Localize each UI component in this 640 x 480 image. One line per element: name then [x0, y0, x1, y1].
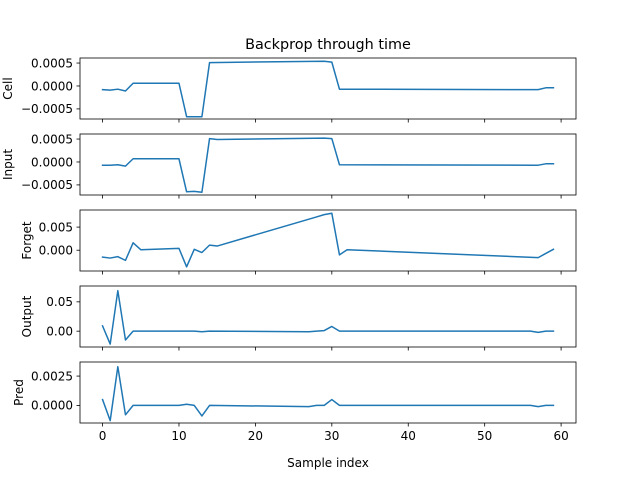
- y-tick-label: 0.0005: [31, 132, 73, 146]
- panel-input: −0.0005 0.0000 0.0005 Input: [1, 132, 577, 199]
- chart-title: Backprop through time: [245, 37, 411, 53]
- x-axis-label: Sample index: [287, 456, 369, 470]
- axes-frame: [79, 133, 577, 196]
- y-tick-label: 0.005: [39, 220, 73, 234]
- y-tick-label: 0.05: [46, 295, 73, 309]
- panels: −0.00050.00000.0005Cell−0.00050.00000.00…: [1, 56, 577, 443]
- y-tick-label: 0.0000: [31, 79, 73, 93]
- y-tick-label: −0.0005: [21, 178, 73, 192]
- panel-cell: −0.0005 0.0000 0.0005 Cell: [1, 56, 577, 123]
- y-tick-label: 0.0000: [31, 399, 73, 413]
- y-tick-label: −0.0005: [21, 102, 73, 116]
- x-tick-label: 60: [553, 429, 568, 443]
- x-tick-label: 0: [99, 429, 107, 443]
- axes-frame: [79, 361, 577, 424]
- axes-frame: [79, 285, 577, 348]
- y-tick-label: 0.0005: [31, 56, 73, 70]
- y-axis-label: Cell: [1, 77, 15, 99]
- y-tick-label: 0.000: [39, 244, 73, 258]
- y-tick-label: 0.0000: [31, 155, 73, 169]
- panel-pred: 0.0000 0.0025 0 10 20 30 40 50 60 Pred: [12, 361, 577, 443]
- x-tick-label: 10: [171, 429, 186, 443]
- x-tick-label: 30: [324, 429, 339, 443]
- x-tick-label: 40: [401, 429, 416, 443]
- y-tick-label: 0.00: [46, 324, 73, 338]
- y-axis-label: Pred: [12, 379, 26, 406]
- y-tick-label: 0.0025: [31, 369, 73, 383]
- series-line: [101, 212, 555, 268]
- y-axis-label: Input: [1, 149, 15, 180]
- panel-forget: 0.000 0.005 Forget: [20, 209, 577, 275]
- axes-frame: [79, 57, 577, 120]
- axes-frame: [79, 209, 577, 272]
- y-axis-label: Forget: [20, 221, 34, 260]
- panel-output: 0.00 0.05 Output: [20, 285, 577, 351]
- y-axis-label: Output: [20, 295, 34, 337]
- series-line: [101, 60, 555, 118]
- series-line: [101, 137, 555, 193]
- x-tick-label: 50: [477, 429, 492, 443]
- series-line: [101, 365, 555, 422]
- series-line: [101, 289, 555, 345]
- x-tick-label: 20: [248, 429, 263, 443]
